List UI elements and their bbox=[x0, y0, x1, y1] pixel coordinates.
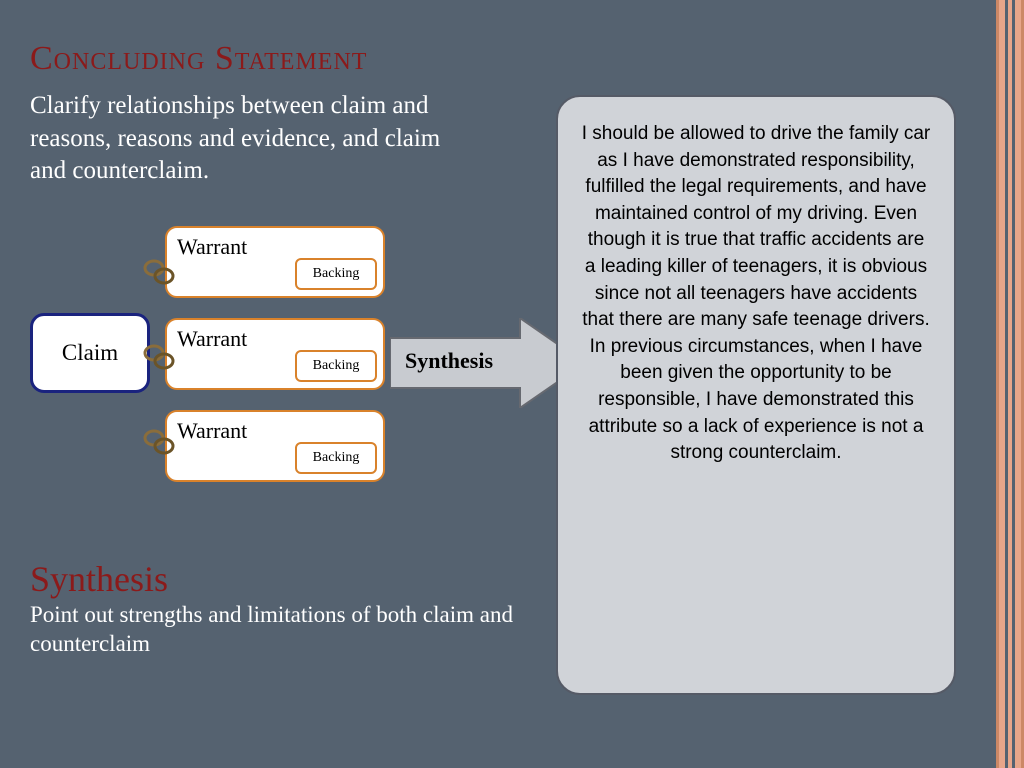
warrant-node: Warrant Backing bbox=[165, 226, 385, 298]
slide: Concluding Statement Clarify relationshi… bbox=[0, 0, 1024, 768]
main-panel: Concluding Statement Clarify relationshi… bbox=[0, 0, 996, 768]
slide-title: Concluding Statement bbox=[30, 40, 996, 78]
warrant-label: Warrant bbox=[177, 326, 247, 351]
warrant-label: Warrant bbox=[177, 418, 247, 443]
decorative-stripe bbox=[996, 0, 1024, 768]
backing-node: Backing bbox=[295, 442, 377, 474]
backing-label: Backing bbox=[313, 450, 360, 466]
synthesis-subtitle: Point out strengths and limitations of b… bbox=[30, 600, 530, 660]
synthesis-arrow-label: Synthesis bbox=[405, 348, 493, 374]
warrant-node: Warrant Backing bbox=[165, 318, 385, 390]
claim-label: Claim bbox=[62, 340, 118, 366]
chain-link-icon bbox=[140, 428, 180, 458]
argument-diagram: Claim Warrant Backing Warrant Backing Wa… bbox=[30, 218, 570, 518]
warrant-node: Warrant Backing bbox=[165, 410, 385, 482]
backing-label: Backing bbox=[313, 266, 360, 282]
chain-link-icon bbox=[140, 343, 180, 373]
slide-subtitle: Clarify relationships between claim and … bbox=[30, 90, 480, 188]
chain-link-icon bbox=[140, 258, 180, 288]
callout-text: I should be allowed to drive the family … bbox=[582, 123, 931, 463]
example-callout: I should be allowed to drive the family … bbox=[556, 95, 956, 695]
backing-label: Backing bbox=[313, 358, 360, 374]
warrant-label: Warrant bbox=[177, 234, 247, 259]
backing-node: Backing bbox=[295, 258, 377, 290]
backing-node: Backing bbox=[295, 350, 377, 382]
claim-node: Claim bbox=[30, 313, 150, 393]
